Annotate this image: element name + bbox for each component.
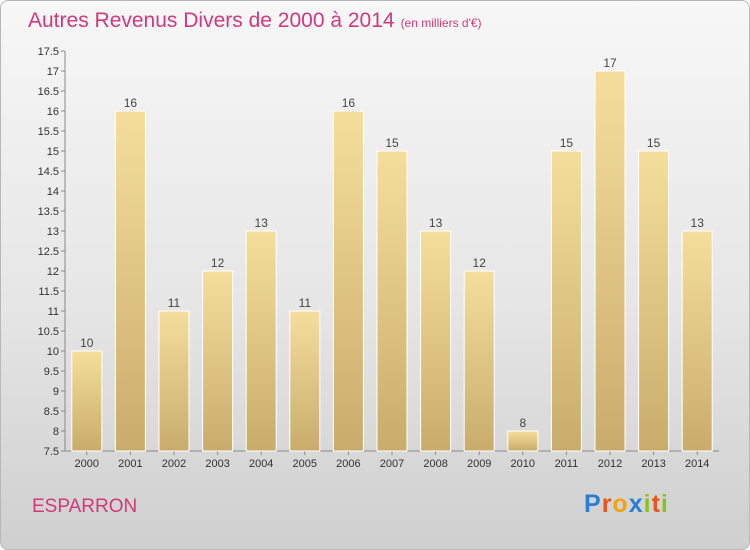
chart-title: Autres Revenus Divers de 2000 à 2014 (en … bbox=[28, 9, 482, 33]
y-tick-label: 16 bbox=[47, 106, 59, 118]
logo-letter: x bbox=[628, 490, 644, 518]
x-tick-label: 2007 bbox=[380, 458, 404, 470]
bar-value-label: 11 bbox=[299, 296, 312, 310]
x-tick-label: 2011 bbox=[555, 458, 579, 470]
y-tick-label: 14.5 bbox=[38, 166, 59, 178]
bar bbox=[332, 110, 364, 452]
y-tick-label: 8 bbox=[53, 426, 59, 438]
bar bbox=[507, 430, 539, 452]
logo-letter: o bbox=[612, 490, 629, 518]
commune-name: ESPARRON bbox=[32, 496, 138, 517]
bar bbox=[681, 230, 713, 452]
y-tick-label: 17 bbox=[47, 66, 59, 78]
bar bbox=[594, 70, 626, 452]
y-tick-label: 10 bbox=[47, 346, 59, 358]
bar-value-label: 10 bbox=[80, 336, 94, 350]
y-tick-label: 17.5 bbox=[38, 46, 59, 58]
x-tick-label: 2001 bbox=[118, 458, 142, 470]
x-tick-label: 2013 bbox=[641, 458, 665, 470]
y-tick-label: 13 bbox=[47, 226, 59, 238]
bar bbox=[245, 230, 277, 452]
bar bbox=[420, 230, 452, 452]
bar bbox=[376, 150, 408, 452]
logo-letter: r bbox=[601, 490, 613, 518]
y-tick-label: 12.5 bbox=[38, 246, 59, 258]
bar bbox=[289, 310, 321, 452]
bar bbox=[114, 110, 146, 452]
y-tick-label: 9 bbox=[53, 386, 59, 398]
bar-value-label: 12 bbox=[211, 256, 225, 270]
bar bbox=[158, 310, 190, 452]
bar-value-label: 13 bbox=[255, 216, 269, 230]
bar bbox=[463, 270, 495, 452]
bar-value-label: 13 bbox=[429, 216, 443, 230]
x-tick-label: 2008 bbox=[423, 458, 447, 470]
logo-letter: P bbox=[584, 490, 602, 518]
y-tick-label: 11 bbox=[48, 306, 59, 318]
y-tick-label: 11.5 bbox=[38, 286, 59, 298]
logo-letter: i bbox=[643, 490, 652, 518]
x-tick-label: 2002 bbox=[162, 458, 186, 470]
bar-value-label: 15 bbox=[647, 136, 661, 150]
y-tick-label: 8.5 bbox=[44, 406, 59, 418]
bar-value-label: 16 bbox=[342, 96, 356, 110]
title-main: Autres Revenus Divers de 2000 à 2014 bbox=[28, 9, 395, 32]
bar-value-label: 12 bbox=[473, 256, 487, 270]
proxiti-logo: Proxiti bbox=[584, 490, 669, 519]
x-tick-label: 2010 bbox=[511, 458, 535, 470]
bar-value-label: 17 bbox=[603, 56, 617, 70]
x-tick-label: 2006 bbox=[336, 458, 360, 470]
x-tick-label: 2000 bbox=[75, 458, 99, 470]
logo-letter: i bbox=[660, 490, 669, 518]
bar bbox=[202, 270, 234, 452]
y-tick-label: 7.5 bbox=[44, 446, 59, 458]
bar bbox=[638, 150, 670, 452]
y-tick-label: 14 bbox=[47, 186, 59, 198]
bar-value-label: 15 bbox=[560, 136, 574, 150]
y-tick-label: 12 bbox=[47, 266, 59, 278]
bar-value-label: 11 bbox=[168, 296, 181, 310]
bar-value-label: 8 bbox=[519, 416, 526, 430]
y-tick-label: 10.5 bbox=[38, 326, 59, 338]
title-unit: (en milliers d'€) bbox=[400, 16, 482, 30]
x-tick-label: 2003 bbox=[205, 458, 229, 470]
bar-value-label: 15 bbox=[385, 136, 399, 150]
bar-value-label: 16 bbox=[124, 96, 138, 110]
y-tick-label: 16.5 bbox=[38, 86, 59, 98]
x-tick-label: 2004 bbox=[249, 458, 273, 470]
x-tick-label: 2014 bbox=[685, 458, 709, 470]
logo-letter: t bbox=[651, 490, 661, 518]
y-tick-label: 9.5 bbox=[44, 366, 59, 378]
bar-value-label: 13 bbox=[691, 216, 705, 230]
bar bbox=[550, 150, 582, 452]
y-tick-label: 15.5 bbox=[38, 126, 59, 138]
y-tick-label: 13.5 bbox=[38, 206, 59, 218]
bar bbox=[71, 350, 103, 452]
x-tick-label: 2009 bbox=[467, 458, 491, 470]
x-tick-label: 2012 bbox=[598, 458, 622, 470]
y-tick-label: 15 bbox=[47, 146, 59, 158]
x-tick-label: 2005 bbox=[293, 458, 317, 470]
